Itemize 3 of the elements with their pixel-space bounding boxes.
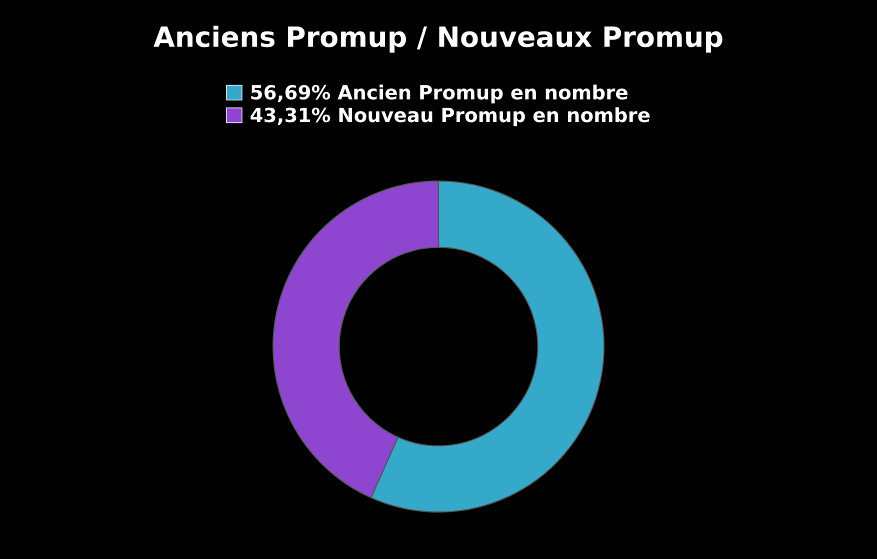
legend-label: 56,69% Ancien Promup en nombre: [251, 84, 628, 104]
legend-label: 43,31% Nouveau Promup en nombre: [250, 107, 650, 126]
chart-title: Anciens Promup / Nouveaux Promup: [154, 26, 722, 53]
